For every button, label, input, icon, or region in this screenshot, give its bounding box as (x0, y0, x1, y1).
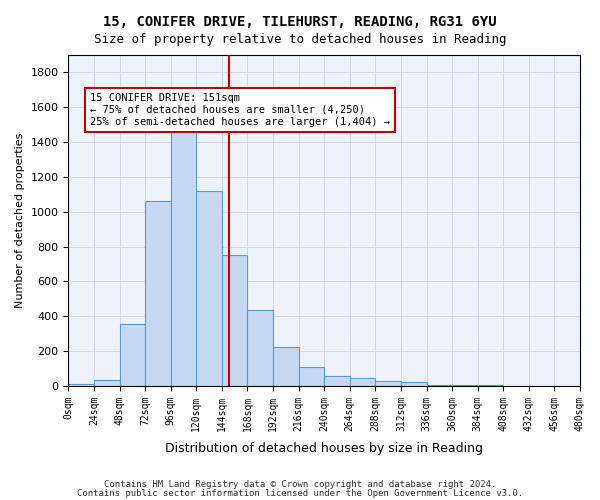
Bar (273, 346, 299, 386)
Bar (401, 382, 427, 386)
Bar (68, 384, 94, 386)
Text: Contains HM Land Registry data © Crown copyright and database right 2024.: Contains HM Land Registry data © Crown c… (104, 480, 496, 489)
Text: Size of property relative to detached houses in Reading: Size of property relative to detached ho… (94, 32, 506, 46)
Text: Contains public sector information licensed under the Open Government Licence v3: Contains public sector information licen… (77, 488, 523, 498)
Bar (376, 380, 401, 386)
Bar (222, 256, 247, 386)
Bar (350, 378, 376, 386)
Text: 15 CONIFER DRIVE: 151sqm
← 75% of detached houses are smaller (4,250)
25% of sem: 15 CONIFER DRIVE: 151sqm ← 75% of detach… (90, 94, 390, 126)
Y-axis label: Number of detached properties: Number of detached properties (15, 133, 25, 308)
Bar (94, 380, 119, 386)
Text: 15, CONIFER DRIVE, TILEHURST, READING, RG31 6YU: 15, CONIFER DRIVE, TILEHURST, READING, R… (103, 15, 497, 29)
Bar (299, 367, 324, 386)
Bar (145, 202, 171, 386)
Bar (427, 385, 452, 386)
Bar (171, 130, 196, 386)
Bar (119, 324, 145, 386)
Bar (196, 191, 222, 386)
X-axis label: Distribution of detached houses by size in Reading: Distribution of detached houses by size … (165, 442, 483, 455)
Bar (452, 385, 478, 386)
Bar (247, 310, 273, 386)
Bar (324, 376, 350, 386)
